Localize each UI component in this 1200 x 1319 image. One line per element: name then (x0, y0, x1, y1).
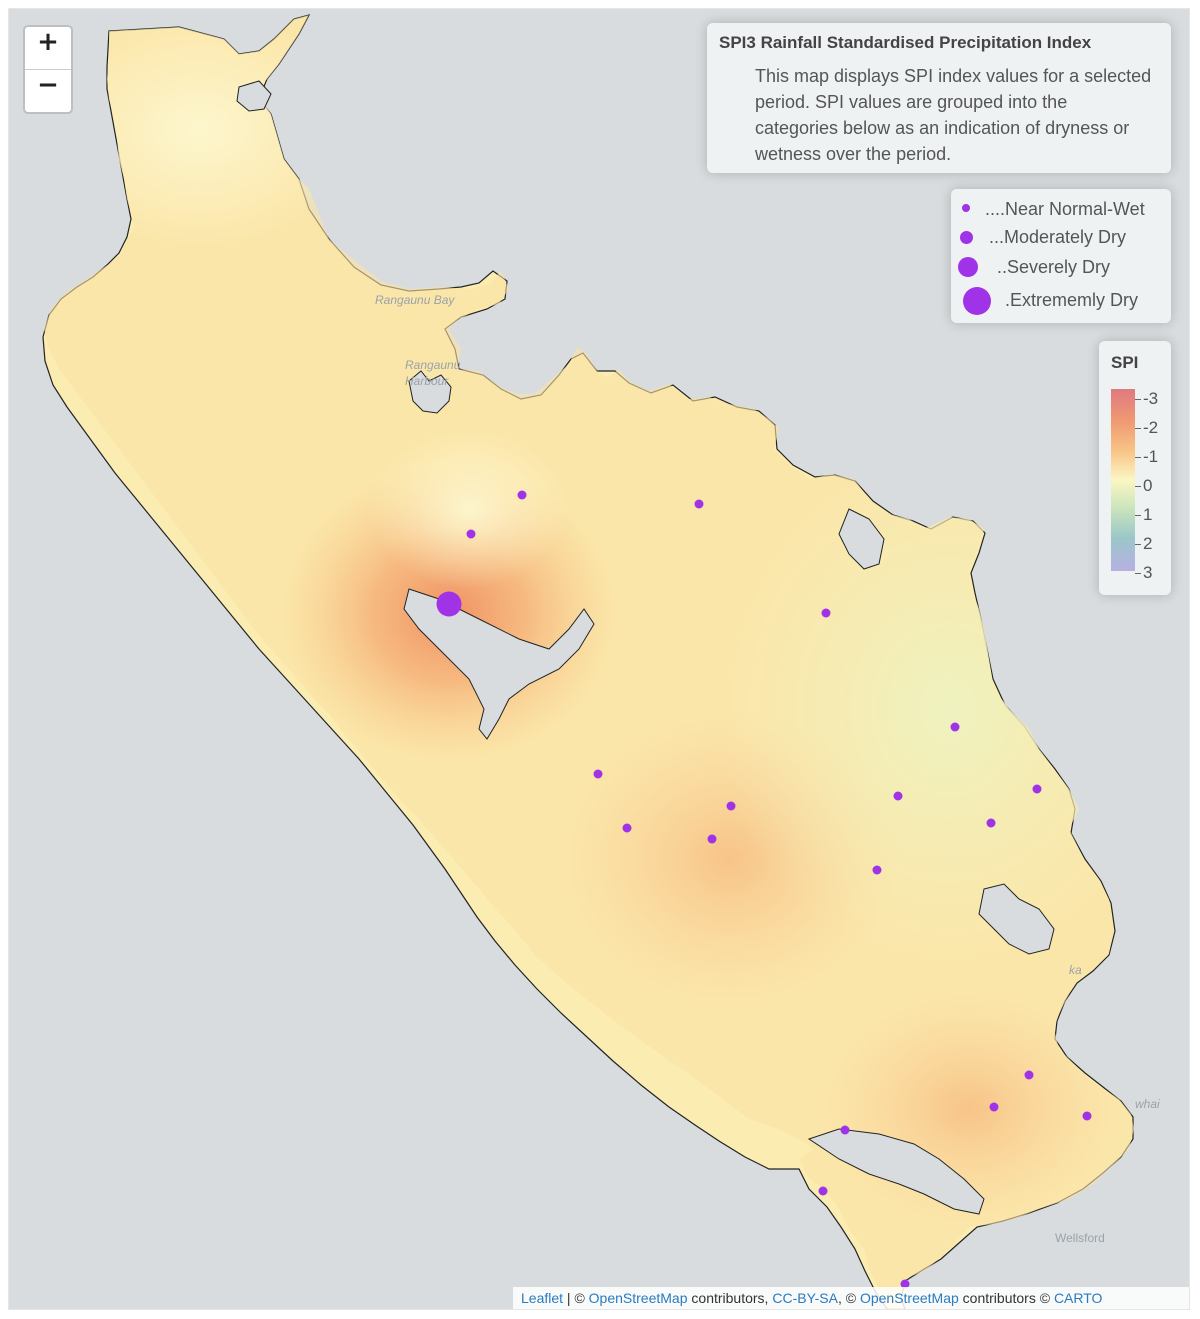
inlets (236, 80, 1055, 1215)
spi-station-marker[interactable] (622, 823, 632, 833)
legend-label-extremely-dry: .Extrememly Dry (1005, 290, 1139, 310)
spi-tick-label: -2 (1143, 418, 1159, 437)
zoom-control: + − (23, 25, 73, 114)
spi-tick-label: 2 (1143, 534, 1153, 553)
legend-dot-moderately-dry (960, 231, 973, 244)
attribution-text: contributors © (958, 1290, 1054, 1306)
kaipara-harbour (807, 1128, 985, 1215)
spi-tick-mark (1135, 573, 1141, 574)
spi-station-marker[interactable] (593, 769, 603, 779)
spi-tick-label: 1 (1143, 505, 1153, 524)
map-container[interactable]: + − Rangaunu Bay Rangaunu Harbour Wellsf… (8, 8, 1190, 1310)
spi-station-marker[interactable] (821, 608, 831, 618)
place-label-rangaunu-bay: Rangaunu Bay (375, 293, 455, 307)
size-legend: ....Near Normal-Wet ...Moderately Dry ..… (951, 189, 1171, 323)
attribution-link-osm[interactable]: OpenStreetMap (859, 1290, 959, 1306)
legend-label-severely-dry: ..Severely Dry (997, 257, 1111, 277)
spi-station-marker[interactable] (872, 865, 882, 875)
spi-color-legend: SPI -3 -2 -1 0 1 2 3 (1099, 341, 1171, 595)
legend-dot-near-normal-wet (962, 204, 970, 212)
spi-tick-label: -1 (1143, 447, 1159, 466)
spi-station-marker[interactable] (818, 1186, 828, 1196)
attribution-link-osm[interactable]: OpenStreetMap (588, 1290, 688, 1306)
spi-station-marker[interactable] (466, 529, 476, 539)
place-label-wellsford: Wellsford (1055, 1231, 1105, 1245)
place-label-partial-whai: whai (1135, 1097, 1160, 1111)
bay-of-islands (838, 508, 885, 570)
spi-tick-mark (1135, 399, 1141, 400)
info-description: This map displays SPI index values for a… (755, 66, 1152, 164)
spi-station-marker[interactable] (840, 1125, 850, 1135)
spi-tick-mark (1135, 515, 1141, 516)
legend-label-near-normal-wet: ....Near Normal-Wet (985, 199, 1145, 219)
spi-station-marker[interactable] (986, 818, 996, 828)
spi-station-marker[interactable] (694, 499, 704, 509)
spi-station-markers[interactable] (436, 490, 1092, 1289)
legend-dot-extremely-dry (963, 287, 991, 315)
attribution-text: , © (837, 1290, 860, 1306)
spi-station-marker[interactable] (707, 834, 717, 844)
info-panel: SPI3 Rainfall Standardised Precipitation… (707, 23, 1171, 173)
spi-station-marker[interactable] (1024, 1070, 1034, 1080)
spi-station-marker[interactable] (517, 490, 527, 500)
spi-tick-label: 3 (1143, 563, 1153, 582)
spi-station-marker[interactable] (436, 591, 462, 617)
zoom-in-button[interactable]: + (37, 27, 59, 57)
spi-station-marker[interactable] (989, 1102, 999, 1112)
spi-tick-mark (1135, 428, 1141, 429)
spi-station-marker[interactable] (950, 722, 960, 732)
info-title: SPI3 Rainfall Standardised Precipitation… (719, 33, 1092, 52)
spi-tick-mark (1135, 486, 1141, 487)
legend-label-moderately-dry: ...Moderately Dry (989, 227, 1127, 247)
place-label-rangaunu-harbour: Rangaunu Harbour (405, 358, 461, 388)
spi-station-marker[interactable] (900, 1279, 910, 1289)
map-attribution: Leaflet | © OpenStreetMap contributors, … (513, 1287, 1189, 1309)
spi-station-marker[interactable] (1082, 1111, 1092, 1121)
attribution-text: | © (563, 1290, 589, 1306)
north-lake (236, 80, 272, 112)
spi-station-marker[interactable] (726, 801, 736, 811)
attribution-link-cc-by-sa[interactable]: CC-BY-SA (772, 1290, 838, 1306)
zoom-out-button[interactable]: − (25, 69, 71, 112)
spi-tick-mark (1135, 457, 1141, 458)
attribution-text: contributors, (687, 1290, 773, 1306)
spi-legend-title: SPI (1111, 353, 1139, 372)
legend-dot-severely-dry (958, 257, 978, 277)
rangaunu-harbour (408, 370, 452, 414)
attribution-link-carto[interactable]: CARTO (1053, 1290, 1103, 1306)
spi-tick-label: -3 (1143, 389, 1159, 408)
place-label-partial-ka: ka (1069, 963, 1082, 977)
spi-color-ramp (1111, 389, 1135, 571)
spi-tick-label: 0 (1143, 476, 1153, 495)
whangarei-harbour (978, 883, 1055, 955)
attribution-link-leaflet[interactable]: Leaflet (521, 1290, 564, 1306)
spi-station-marker[interactable] (1032, 784, 1042, 794)
spi-tick-mark (1135, 544, 1141, 545)
map-canvas[interactable] (9, 9, 1189, 1309)
spi-station-marker[interactable] (893, 791, 903, 801)
hokianga-harbour (403, 588, 595, 740)
